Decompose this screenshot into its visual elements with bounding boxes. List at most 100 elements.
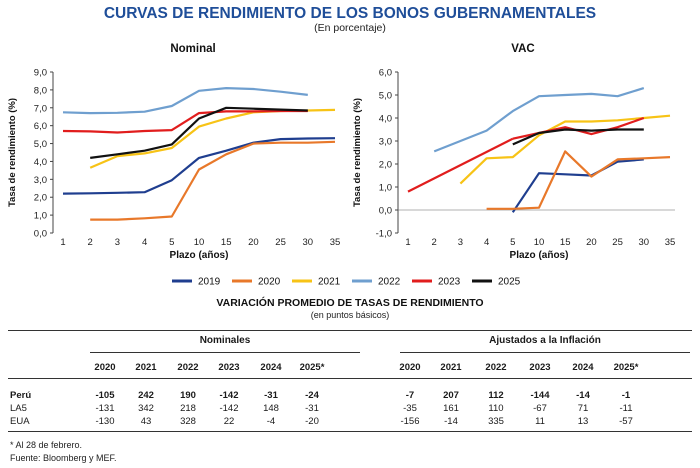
series-line-2022 bbox=[62, 87, 308, 115]
series-line-2022 bbox=[433, 87, 645, 153]
table-cell: -144 bbox=[530, 390, 550, 401]
table-cell: -1 bbox=[621, 390, 631, 401]
table-cell: -156 bbox=[400, 416, 420, 427]
table-cell: 335 bbox=[488, 416, 504, 427]
table-cell: -4 bbox=[266, 416, 276, 427]
legend-label: 2020 bbox=[258, 277, 281, 288]
series-line-2025 bbox=[90, 106, 308, 159]
table-cell: 110 bbox=[488, 403, 504, 414]
row-label: EUA bbox=[10, 416, 30, 427]
table-cell: -11 bbox=[619, 403, 633, 414]
year-header: 2025* bbox=[299, 362, 325, 373]
table-cell: 13 bbox=[577, 416, 589, 427]
y-tick-label: 1,0 bbox=[379, 183, 392, 194]
year-header: 2020 bbox=[399, 362, 421, 373]
x-tick-label: 15 bbox=[221, 237, 232, 248]
legend-label: 2021 bbox=[318, 277, 341, 288]
x-tick-label: 2 bbox=[88, 237, 93, 248]
group-rule-real bbox=[400, 352, 690, 353]
x-tick-label: 30 bbox=[303, 237, 314, 248]
year-header: 2022 bbox=[485, 362, 507, 373]
y-tick-label: -1,0 bbox=[376, 229, 392, 240]
footnote-source: Fuente: Bloomberg y MEF. bbox=[10, 453, 117, 463]
table-cell: -130 bbox=[95, 416, 115, 427]
table-cell: -57 bbox=[619, 416, 633, 427]
y-tick-label: 7,0 bbox=[34, 103, 47, 114]
x-tick-label: 3 bbox=[458, 237, 463, 248]
series-line-2020 bbox=[486, 150, 671, 210]
table-cell: -31 bbox=[305, 403, 319, 414]
y-axis-label: Tasa de rendimiento (%) bbox=[7, 98, 18, 207]
table-cell: -142 bbox=[219, 390, 239, 401]
x-tick-label: 35 bbox=[665, 237, 676, 248]
x-tick-label: 20 bbox=[586, 237, 597, 248]
series-line-2023-extended bbox=[407, 137, 514, 193]
x-tick-label: 5 bbox=[510, 237, 515, 248]
table-cell: -20 bbox=[305, 416, 319, 427]
table-cell: 190 bbox=[180, 390, 196, 401]
x-tick-label: 10 bbox=[194, 237, 205, 248]
table-top-rule bbox=[8, 330, 692, 331]
table-cell: 328 bbox=[180, 416, 196, 427]
chart-title: VAC bbox=[511, 43, 534, 55]
year-header: 2024 bbox=[572, 362, 594, 373]
table-cell: -105 bbox=[95, 390, 115, 401]
table-cell: 112 bbox=[488, 390, 504, 401]
x-tick-label: 3 bbox=[115, 237, 120, 248]
year-header: 2023 bbox=[218, 362, 240, 373]
table-cell: 218 bbox=[180, 403, 196, 414]
year-header: 2024 bbox=[260, 362, 282, 373]
year-header: 2025* bbox=[613, 362, 639, 373]
y-tick-label: 9,0 bbox=[34, 68, 47, 79]
legend-label: 2019 bbox=[198, 277, 221, 288]
table-cell: 242 bbox=[138, 390, 154, 401]
legend-label: 2022 bbox=[378, 277, 401, 288]
x-tick-label: 35 bbox=[330, 237, 341, 248]
x-tick-label: 10 bbox=[534, 237, 545, 248]
y-tick-label: 2,0 bbox=[34, 193, 47, 204]
table-cell: 207 bbox=[443, 390, 459, 401]
page-subtitle: (En porcentaje) bbox=[314, 22, 386, 34]
group-rule-nominal bbox=[90, 352, 360, 353]
legend-label: 2025 bbox=[498, 277, 521, 288]
year-header: 2020 bbox=[94, 362, 116, 373]
table-cell: -67 bbox=[533, 403, 547, 414]
x-axis-label: Plazo (años) bbox=[170, 250, 229, 261]
table-cell: 11 bbox=[535, 416, 545, 427]
x-axis-label: Plazo (años) bbox=[510, 250, 569, 261]
table-cell: -142 bbox=[219, 403, 239, 414]
table-cell: 43 bbox=[140, 416, 152, 427]
x-tick-label: 1 bbox=[405, 237, 410, 248]
year-header: 2022 bbox=[177, 362, 199, 373]
y-tick-label: 6,0 bbox=[379, 68, 392, 79]
row-label: Perú bbox=[10, 390, 32, 401]
yield-curves-charts: Nominal 0,0 1,0 2,0 3,0 4,0 5,0 6,0 7,0 8,0 9,0 1 2 3… bbox=[7, 43, 676, 288]
y-tick-label: 3,0 bbox=[34, 175, 47, 186]
table-cell: 161 bbox=[443, 403, 459, 414]
x-tick-label: 5 bbox=[169, 237, 174, 248]
table-subtitle: (en puntos básicos) bbox=[310, 310, 390, 320]
x-tick-label: 15 bbox=[560, 237, 571, 248]
legend-label: 2023 bbox=[438, 277, 461, 288]
y-tick-label: 2,0 bbox=[379, 160, 392, 171]
table-bottom-rule bbox=[8, 431, 692, 432]
header-rule bbox=[8, 378, 692, 379]
y-tick-label: 1,0 bbox=[34, 211, 47, 222]
x-tick-label: 25 bbox=[275, 237, 286, 248]
page-title: CURVAS DE RENDIMIENTO DE LOS BONOS GUBER… bbox=[103, 5, 597, 22]
y-tick-label: 3,0 bbox=[379, 137, 392, 148]
table-cell: -35 bbox=[403, 403, 417, 414]
y-tick-label: 4,0 bbox=[34, 157, 47, 168]
series-line-2019 bbox=[62, 137, 336, 195]
series-line-2020 bbox=[90, 140, 336, 221]
year-header: 2021 bbox=[440, 362, 462, 373]
year-header: 2021 bbox=[135, 362, 157, 373]
y-tick-label: 5,0 bbox=[379, 91, 392, 102]
table-title: VARIACIÓN PROMEDIO DE TASAS DE RENDIMIEN… bbox=[216, 297, 484, 309]
footnote-date: * Al 28 de febrero. bbox=[10, 440, 83, 450]
x-tick-label: 4 bbox=[142, 237, 147, 248]
year-header: 2023 bbox=[529, 362, 551, 373]
y-tick-label: 5,0 bbox=[34, 139, 47, 150]
table-cell: -14 bbox=[444, 416, 458, 427]
x-tick-label: 20 bbox=[248, 237, 259, 248]
